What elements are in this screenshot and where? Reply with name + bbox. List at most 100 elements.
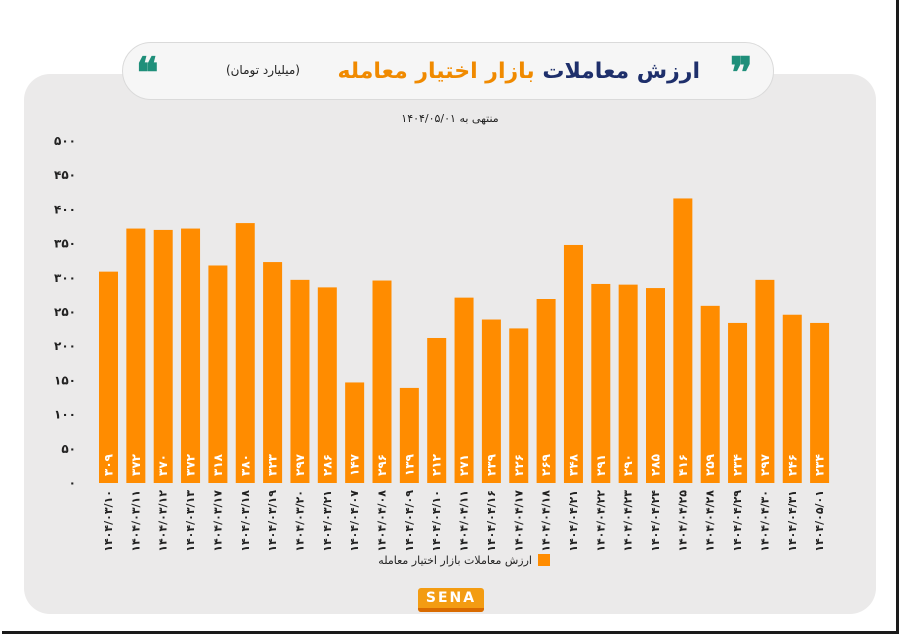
bar-value-label: ۲۷۱	[457, 454, 471, 476]
bar	[290, 279, 310, 483]
quote-left-icon: ❝	[136, 48, 159, 97]
x-tick-label: ۱۴۰۴/۰۳/۱۹	[266, 490, 279, 552]
legend-label: ارزش معاملات بازار اختیار معامله	[378, 553, 532, 567]
bar-value-label: ۲۸۵	[649, 454, 663, 476]
bar-value-label: ۲۹۶	[375, 454, 389, 476]
bar-value-label: ۳۴۸	[566, 453, 580, 476]
bar	[208, 265, 228, 483]
bar-value-label: ۳۷۰	[156, 454, 170, 476]
x-tick-label: ۱۴۰۴/۰۳/۱۸	[239, 490, 252, 552]
bar-value-label: ۳۱۸	[211, 453, 225, 476]
sena-logo: SENA	[418, 588, 484, 612]
y-tick-label: ۲۰۰	[54, 339, 76, 353]
x-tick-label: ۱۴۰۴/۰۴/۱۱	[458, 490, 471, 552]
x-tick-label: ۱۴۰۴/۰۳/۱۰	[102, 490, 115, 552]
bar	[153, 229, 173, 483]
x-tick-label: ۱۴۰۴/۰۵/۰۱	[813, 490, 826, 552]
x-tick-label: ۱۴۰۴/۰۴/۲۹	[731, 490, 744, 552]
y-tick-label: ۱۵۰	[54, 373, 76, 387]
bar	[536, 299, 556, 483]
x-tick-label: ۱۴۰۴/۰۳/۱۳	[184, 490, 197, 552]
x-tick-label: ۱۴۰۴/۰۴/۲۲	[594, 490, 607, 552]
bar	[181, 228, 201, 483]
y-tick-label: ۰	[69, 476, 76, 490]
x-tick-label: ۱۴۰۴/۰۴/۲۳	[622, 490, 635, 552]
logo-underline	[418, 608, 484, 612]
bar-value-label: ۳۸۰	[238, 454, 252, 476]
bar-value-label: ۲۹۱	[594, 454, 608, 476]
y-tick-label: ۳۰۰	[54, 271, 76, 285]
bar	[810, 322, 830, 483]
date-note: منتهی به ۱۴۰۴/۰۵/۰۱	[401, 112, 499, 125]
y-tick-label: ۳۵۰	[54, 237, 76, 251]
bar-value-label: ۲۵۹	[703, 453, 717, 476]
chart-unit: (میلیارد تومان)	[225, 63, 300, 77]
bar	[673, 198, 693, 483]
y-tick-label: ۵۰۰	[54, 134, 76, 148]
bar-value-label: ۲۱۲	[430, 453, 444, 476]
x-tick-label: ۱۴۰۴/۰۳/۲۱	[321, 490, 334, 552]
bar-value-label: ۲۴۶	[785, 454, 799, 476]
logo-text: SENA	[425, 590, 477, 606]
y-tick-label: ۲۵۰	[54, 305, 76, 319]
title-part-1: ارزش معاملات	[542, 59, 700, 84]
y-tick-label: ۴۰۰	[54, 202, 76, 216]
x-tick-label: ۱۴۰۴/۰۴/۱۷	[512, 490, 525, 552]
bar	[345, 382, 365, 483]
bar-value-label: ۲۹۰	[621, 454, 635, 476]
x-tick-label: ۱۴۰۴/۰۴/۲۴	[649, 490, 662, 552]
bar	[99, 271, 118, 483]
bar	[263, 262, 283, 483]
bar-value-label: ۲۹۷	[293, 453, 307, 476]
legend-swatch	[538, 554, 550, 566]
bar-value-label: ۳۲۳	[266, 453, 280, 476]
x-tick-label: ۱۴۰۴/۰۴/۲۵	[676, 490, 689, 552]
x-tick-label: ۱۴۰۴/۰۳/۱۱	[129, 490, 142, 552]
x-tick-label: ۱۴۰۴/۰۳/۱۲	[157, 490, 170, 552]
chart-title: ارزش معاملات بازار اختیار معامله	[300, 56, 700, 88]
bar	[782, 314, 802, 483]
bar-value-label: ۲۸۶	[320, 454, 334, 476]
x-tick-label: ۱۴۰۴/۰۴/۳۱	[786, 490, 799, 552]
bar	[509, 328, 529, 483]
bar	[563, 244, 583, 483]
y-tick-label: ۴۵۰	[54, 168, 76, 182]
title-part-2: بازار اختیار معامله	[337, 59, 535, 84]
y-tick-label: ۱۰۰	[54, 408, 76, 422]
bar-value-label: ۱۳۹	[402, 453, 416, 476]
x-tick-label: ۱۴۰۴/۰۴/۰۸	[376, 490, 389, 552]
bar	[454, 297, 474, 483]
legend: ارزش معاملات بازار اختیار معامله	[360, 552, 550, 568]
bar-value-label: ۳۷۲	[184, 453, 198, 476]
x-tick-label: ۱۴۰۴/۰۳/۲۰	[293, 490, 306, 552]
bar	[235, 223, 255, 483]
bar-value-label: ۳۷۲	[129, 453, 143, 476]
bar	[317, 287, 337, 483]
x-tick-label: ۱۴۰۴/۰۳/۱۷	[211, 490, 224, 552]
quote-right-icon: ❞	[730, 48, 753, 97]
x-tick-label: ۱۴۰۴/۰۴/۰۷	[348, 490, 361, 552]
bar	[372, 280, 392, 483]
bar	[591, 283, 611, 483]
bar-value-label: ۳۰۹	[102, 453, 116, 476]
x-tick-label: ۱۴۰۴/۰۴/۲۱	[567, 490, 580, 552]
x-tick-label: ۱۴۰۴/۰۴/۲۸	[704, 490, 717, 552]
bar	[728, 322, 748, 483]
bar	[427, 337, 447, 483]
bar	[755, 279, 775, 483]
y-tick-label: ۵۰	[61, 442, 76, 456]
bar	[481, 319, 501, 483]
bar-value-label: ۲۳۴	[731, 454, 745, 476]
bar-value-label: ۲۳۹	[484, 453, 498, 476]
bar-value-label: ۲۲۶	[512, 454, 526, 476]
bar-value-label: ۲۳۴	[813, 454, 827, 476]
bar	[646, 288, 665, 483]
bar	[618, 284, 638, 483]
x-tick-label: ۱۴۰۴/۰۴/۱۸	[540, 490, 553, 552]
bar-value-label: ۲۶۹	[539, 453, 553, 476]
x-tick-label: ۱۴۰۴/۰۴/۱۶	[485, 490, 498, 552]
bar-value-label: ۴۱۶	[676, 454, 690, 476]
x-tick-label: ۱۴۰۴/۰۴/۳۰	[758, 490, 771, 552]
